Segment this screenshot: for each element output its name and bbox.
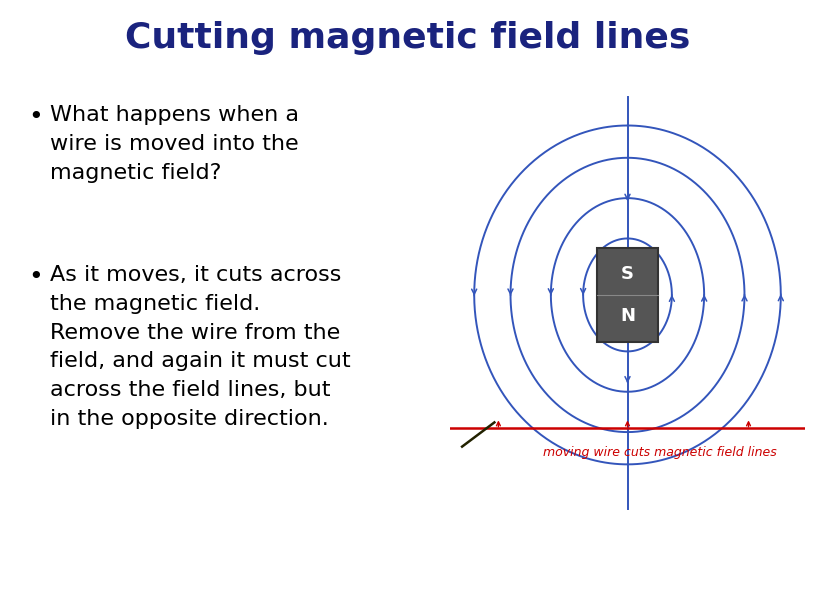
Text: •: • xyxy=(28,105,42,129)
Text: As it moves, it cuts across
the magnetic field.
Remove the wire from the
field, : As it moves, it cuts across the magnetic… xyxy=(50,265,351,429)
Text: S: S xyxy=(621,265,634,283)
Text: What happens when a
wire is moved into the
magnetic field?: What happens when a wire is moved into t… xyxy=(50,105,299,183)
Text: N: N xyxy=(620,307,635,325)
Text: Cutting magnetic field lines: Cutting magnetic field lines xyxy=(126,21,690,55)
Text: •: • xyxy=(28,265,42,289)
Bar xyxy=(596,248,659,341)
Text: moving wire cuts magnetic field lines: moving wire cuts magnetic field lines xyxy=(543,446,777,459)
